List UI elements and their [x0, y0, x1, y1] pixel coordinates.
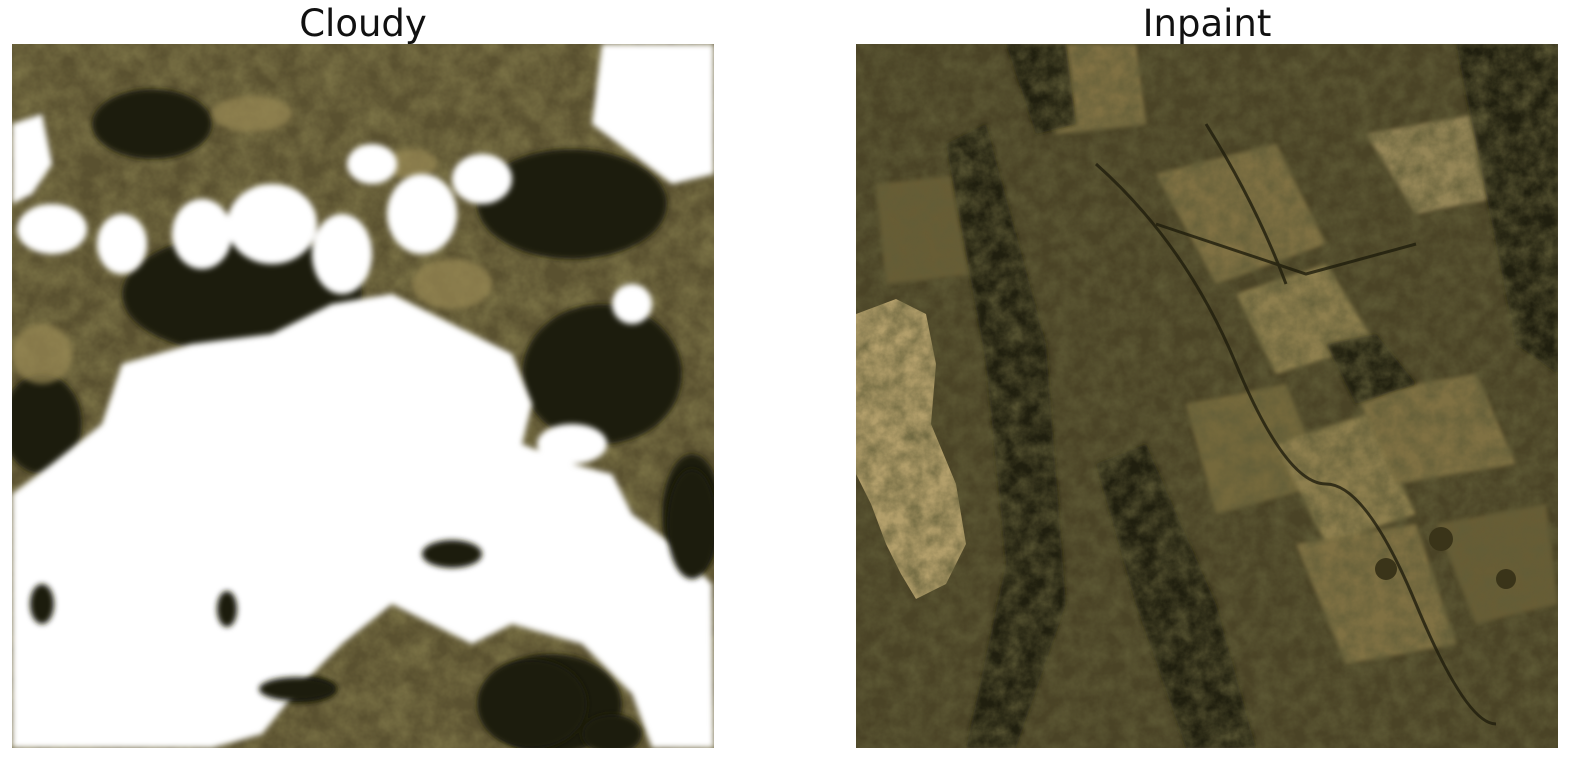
inpaint-image — [856, 44, 1558, 748]
cloudy-title: Cloudy — [299, 2, 427, 45]
cloudy-image — [12, 44, 714, 748]
inpaint-title: Inpaint — [1142, 2, 1272, 45]
